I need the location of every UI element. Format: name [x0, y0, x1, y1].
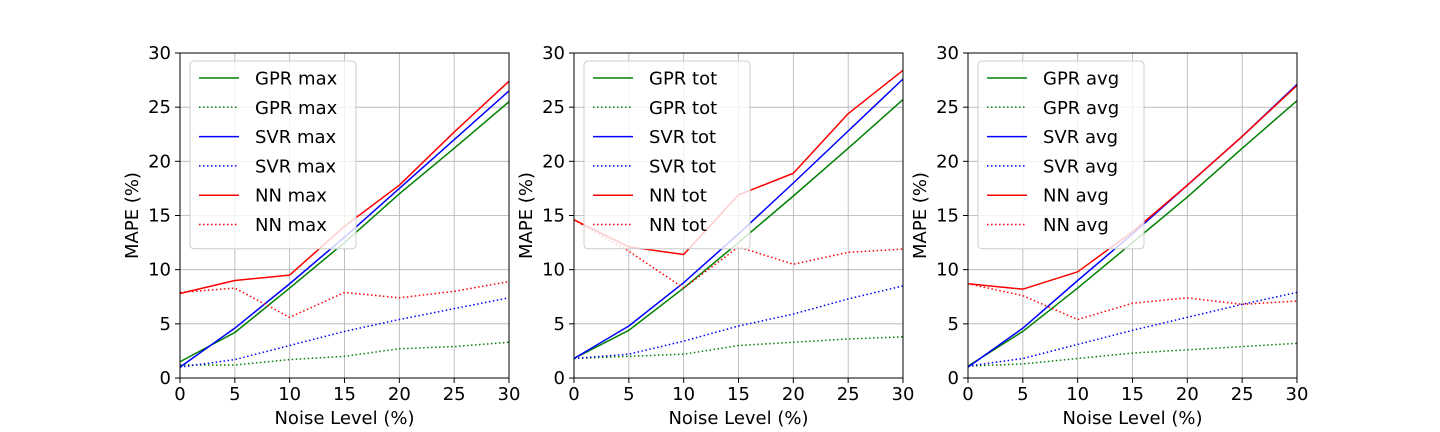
x-tick-label: 15: [727, 384, 750, 405]
x-tick-label: 15: [333, 384, 356, 405]
series-line-gpr-tot-dotted: [573, 336, 904, 360]
legend-label: NN max: [255, 186, 327, 207]
x-tick-label: 10: [1066, 384, 1089, 405]
x-tick-label: 10: [278, 384, 301, 405]
series-line-svr-avg-dotted: [967, 291, 1298, 367]
legend-label: NN tot: [649, 215, 707, 236]
y-tick-label: 15: [542, 206, 565, 227]
y-tick-label: 25: [936, 97, 959, 118]
x-tick-label: 30: [498, 384, 521, 405]
legend-label: GPR avg: [1043, 98, 1119, 119]
y-tick-label: 0: [160, 368, 171, 389]
x-tick-label: 5: [229, 384, 240, 405]
legend-label: SVR max: [255, 127, 337, 148]
y-axis-label: MAPE (%): [910, 172, 931, 259]
x-tick-label: 0: [174, 384, 185, 405]
y-tick-label: 20: [936, 151, 959, 172]
y-tick-label: 30: [542, 43, 565, 64]
legend: GPR max GPR max SVR max SVR max NN max NN max: [189, 60, 357, 250]
y-tick-label: 15: [936, 206, 959, 227]
y-tick-label: 10: [148, 260, 171, 281]
y-axis-label: MAPE (%): [122, 172, 143, 259]
y-tick-label: 5: [160, 314, 171, 335]
series-line-svr-tot-dotted: [573, 285, 904, 360]
legend-label: GPR tot: [649, 69, 717, 90]
y-tick-label: 10: [936, 260, 959, 281]
legend-label: SVR avg: [1043, 156, 1118, 177]
series-line-gpr-max-dotted: [180, 341, 510, 366]
legend-label: NN tot: [649, 186, 707, 207]
x-tick-label: 15: [1121, 384, 1144, 405]
y-tick-label: 20: [542, 151, 565, 172]
y-tick-label: 15: [148, 206, 171, 227]
x-tick-label: 20: [1176, 384, 1199, 405]
legend-label: NN avg: [1043, 186, 1109, 207]
legend-label: SVR tot: [649, 127, 716, 148]
x-tick-label: 25: [1231, 384, 1254, 405]
y-tick-label: 30: [936, 43, 959, 64]
y-axis-label: MAPE (%): [516, 172, 537, 259]
y-tick-label: 0: [948, 368, 959, 389]
chart-panel-1: 0 5 10 15 20 25 30 0 5 10 15 20 25 30 Noise Level (%) M…: [122, 43, 520, 429]
legend-label: GPR tot: [649, 98, 717, 119]
legend: GPR tot GPR tot SVR tot SVR tot NN tot NN tot: [583, 60, 751, 250]
y-tick-label: 5: [948, 314, 959, 335]
legend-label: NN avg: [1043, 215, 1109, 236]
legend-label: SVR avg: [1043, 127, 1118, 148]
y-tick-label: 30: [148, 43, 171, 64]
series-line-svr-max-dotted: [179, 297, 510, 368]
x-tick-label: 30: [892, 384, 915, 405]
series-line-gpr-avg-dotted: [967, 342, 1298, 367]
x-axis-label: Noise Level (%): [274, 408, 414, 429]
x-tick-label: 25: [443, 384, 466, 405]
x-tick-label: 20: [782, 384, 805, 405]
y-tick-label: 20: [148, 151, 171, 172]
y-tick-label: 5: [554, 314, 565, 335]
legend: GPR avg GPR avg SVR avg SVR avg NN avg NN avg: [977, 60, 1145, 250]
legend-label: GPR avg: [1043, 69, 1119, 90]
chart-panel-3: 0 5 10 15 20 25 30 0 5 10 15 20 25 30 Noise Level (%) M…: [910, 43, 1308, 429]
x-tick-label: 20: [388, 384, 411, 405]
series-line-nn-max-dotted: [179, 280, 510, 319]
series-line-nn-avg-dotted: [967, 283, 1298, 321]
x-axis-label: Noise Level (%): [668, 408, 808, 429]
x-axis-label: Noise Level (%): [1062, 408, 1202, 429]
x-tick-label: 5: [1017, 384, 1028, 405]
y-tick-label: 0: [554, 368, 565, 389]
y-tick-label: 10: [542, 260, 565, 281]
y-tick-label: 25: [148, 97, 171, 118]
chart-panel-2: 0 5 10 15 20 25 30 0 5 10 15 20 25 30 Noise Level (%) M…: [516, 43, 914, 429]
legend-label: GPR max: [255, 69, 338, 90]
legend-label: SVR max: [255, 156, 337, 177]
x-tick-label: 0: [962, 384, 973, 405]
x-tick-label: 0: [568, 384, 579, 405]
legend-label: SVR tot: [649, 156, 716, 177]
y-tick-label: 25: [542, 97, 565, 118]
x-tick-label: 5: [623, 384, 634, 405]
x-tick-label: 25: [837, 384, 860, 405]
x-tick-label: 30: [1286, 384, 1309, 405]
legend-label: GPR max: [255, 98, 338, 119]
legend-label: NN max: [255, 215, 327, 236]
x-tick-label: 10: [672, 384, 695, 405]
